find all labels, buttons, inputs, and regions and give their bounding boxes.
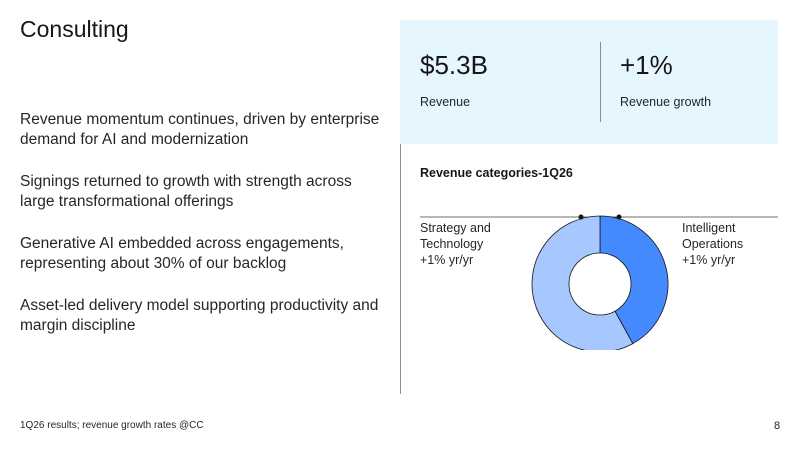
kpi-growth-value: +1% — [620, 50, 673, 80]
right-leader-dot — [616, 214, 622, 220]
left-leader-dot — [578, 214, 584, 220]
label-intelligent-operations: Intelligent Operations +1% yr/yr — [682, 221, 744, 267]
vertical-divider — [400, 22, 401, 394]
label-strategy-technology: Strategy and Technology +1% yr/yr — [420, 221, 491, 267]
kpi-revenue-value: $5.3B — [420, 50, 488, 80]
donut-hole — [568, 252, 632, 316]
footnote: 1Q26 results; revenue growth rates @CC — [20, 420, 204, 431]
kpi-growth-label: Revenue growth — [620, 95, 712, 109]
kpi-revenue: $5.3B Revenue — [420, 50, 488, 109]
bullet-item: Asset-led delivery model supporting prod… — [20, 297, 379, 334]
bullet-item: Signings returned to growth with strengt… — [20, 173, 352, 210]
donut-chart — [420, 214, 778, 350]
kpi-revenue-label: Revenue — [420, 95, 471, 109]
kpi-revenue-growth: +1% Revenue growth — [620, 50, 711, 109]
page-title: Consulting — [20, 16, 129, 42]
bullet-item: Generative AI embedded across engagement… — [20, 235, 344, 272]
kpi-panel: $5.3B Revenue +1% Revenue growth — [400, 20, 778, 144]
bullet-item: Revenue momentum continues, driven by en… — [20, 111, 380, 148]
kpi-separator — [600, 42, 601, 122]
chart-title: Revenue categories-1Q26 — [420, 166, 573, 180]
donut-slice-intelligent-operations — [599, 215, 669, 345]
bullet-list: Revenue momentum continues, driven by en… — [20, 110, 380, 358]
page-number: 8 — [774, 420, 781, 432]
